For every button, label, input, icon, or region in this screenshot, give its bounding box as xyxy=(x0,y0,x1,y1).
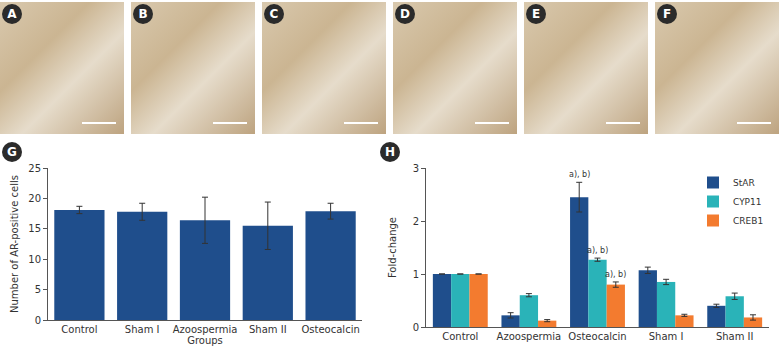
svg-text:3: 3 xyxy=(413,163,419,174)
svg-text:Azoospermia: Azoospermia xyxy=(497,331,562,342)
svg-text:5: 5 xyxy=(35,284,41,295)
svg-text:a), b): a), b) xyxy=(605,270,626,279)
svg-text:10: 10 xyxy=(28,254,41,265)
svg-text:Sham I: Sham I xyxy=(125,324,160,335)
svg-text:Sham II: Sham II xyxy=(249,324,287,335)
svg-text:a), b): a), b) xyxy=(587,246,608,255)
svg-text:15: 15 xyxy=(28,223,41,234)
svg-text:a), b): a), b) xyxy=(569,170,590,179)
svg-text:1: 1 xyxy=(413,269,419,280)
svg-text:Groups: Groups xyxy=(187,335,223,346)
svg-text:Azoospermia: Azoospermia xyxy=(173,324,238,335)
svg-text:0: 0 xyxy=(35,315,41,326)
svg-text:Number of AR-positive cells: Number of AR-positive cells xyxy=(9,175,20,313)
svg-text:Fold-change: Fold-change xyxy=(387,217,398,278)
html-text:D: D xyxy=(400,7,410,21)
html-text:B: B xyxy=(138,7,148,21)
svg-text:0: 0 xyxy=(413,322,419,333)
svg-text:Control: Control xyxy=(61,324,97,335)
svg-text:Osteocalcin: Osteocalcin xyxy=(568,331,626,342)
svg-text:Control: Control xyxy=(442,331,478,342)
svg-text:2: 2 xyxy=(413,216,419,227)
svg-text:Sham I: Sham I xyxy=(649,331,684,342)
html-text:G: G xyxy=(7,145,17,159)
svg-text:CYP11: CYP11 xyxy=(733,197,762,207)
svg-text:Sham II: Sham II xyxy=(716,331,754,342)
html-text:A: A xyxy=(7,7,17,21)
html-text:C: C xyxy=(269,7,279,21)
html-text:H: H xyxy=(385,145,395,159)
html-text:F: F xyxy=(662,7,672,21)
svg-text:20: 20 xyxy=(28,193,41,204)
svg-text:25: 25 xyxy=(28,163,41,174)
svg-text:Osteocalcin: Osteocalcin xyxy=(301,324,359,335)
html-text:E: E xyxy=(531,7,541,21)
svg-text:StAR: StAR xyxy=(733,178,755,188)
svg-text:CREB1: CREB1 xyxy=(733,216,763,226)
